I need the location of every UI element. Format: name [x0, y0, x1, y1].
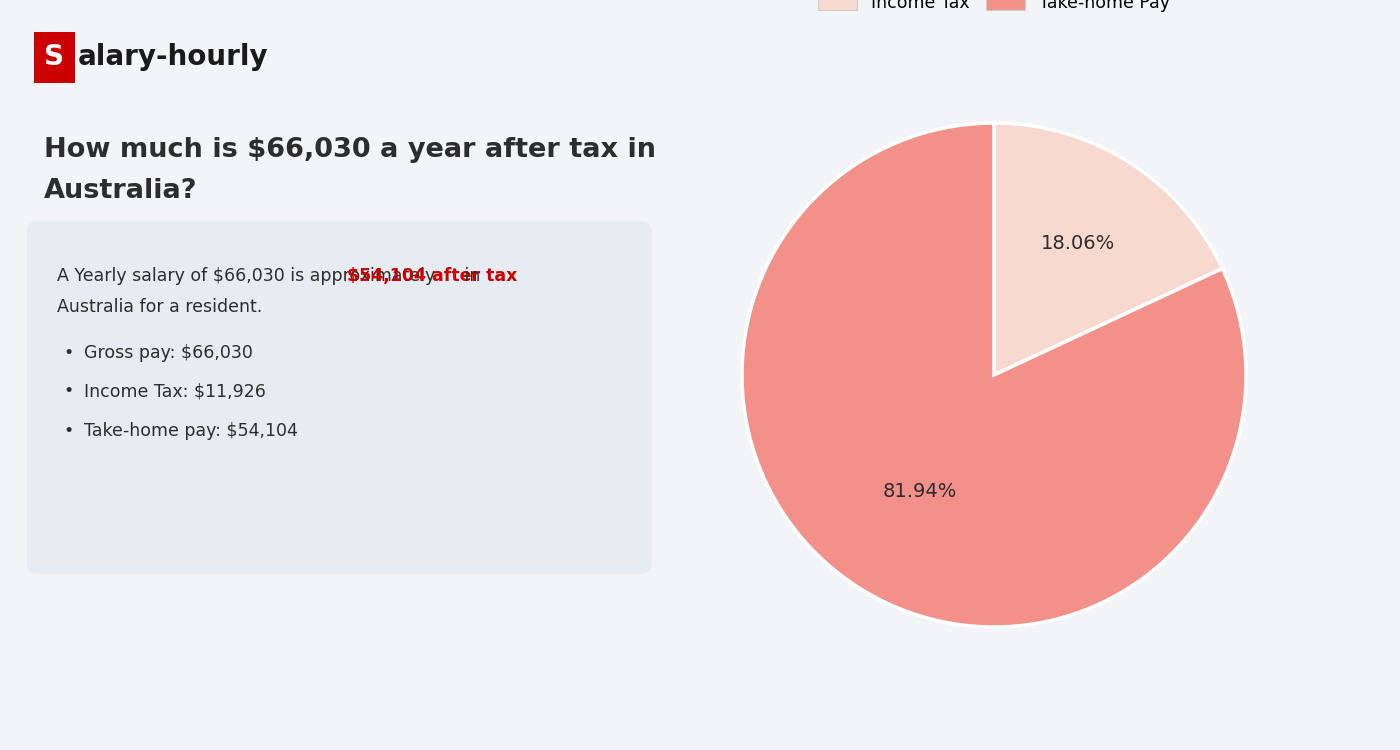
Text: S: S: [45, 43, 64, 71]
Text: Take-home pay: $54,104: Take-home pay: $54,104: [84, 422, 298, 440]
Wedge shape: [742, 123, 1246, 627]
Text: A Yearly salary of $66,030 is approximately: A Yearly salary of $66,030 is approximat…: [57, 267, 441, 285]
Text: How much is $66,030 a year after tax in: How much is $66,030 a year after tax in: [43, 137, 655, 163]
FancyBboxPatch shape: [34, 32, 76, 83]
Text: Australia for a resident.: Australia for a resident.: [57, 298, 262, 316]
Text: Income Tax: $11,926: Income Tax: $11,926: [84, 382, 266, 400]
Text: Australia?: Australia?: [43, 178, 197, 204]
Text: 18.06%: 18.06%: [1040, 234, 1114, 253]
Text: •: •: [64, 422, 74, 440]
Text: Gross pay: $66,030: Gross pay: $66,030: [84, 344, 253, 362]
Legend: Income Tax, Take-home Pay: Income Tax, Take-home Pay: [812, 0, 1176, 19]
Text: in: in: [459, 267, 480, 285]
FancyBboxPatch shape: [27, 221, 652, 574]
Wedge shape: [994, 123, 1222, 375]
Text: $54,104 after tax: $54,104 after tax: [347, 267, 517, 285]
Text: 81.94%: 81.94%: [882, 482, 956, 502]
Text: •: •: [64, 382, 74, 400]
Text: alary-hourly: alary-hourly: [77, 43, 267, 71]
Text: •: •: [64, 344, 74, 362]
